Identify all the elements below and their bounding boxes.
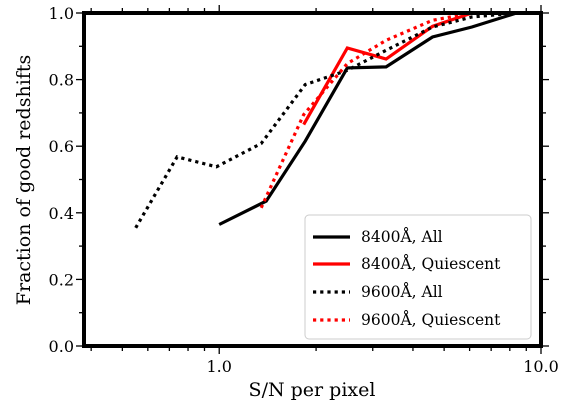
series-layer: [134, 11, 541, 229]
tick-label-layer: 1.0 10.0 0.0 0.2 0.4 0.6 0.8 1.0: [49, 4, 559, 376]
legend-label-8400-all: 8400Å, All: [361, 228, 443, 246]
x-axis-label: S/N per pixel: [249, 379, 376, 401]
legend-box: [304, 214, 532, 340]
legend-label-8400-quiescent: 8400Å, Quiescent: [361, 255, 501, 273]
x-tick-label-1: 10.0: [523, 357, 559, 376]
series-line-0: [218, 11, 541, 226]
legend: 8400Å, All 8400Å, Quiescent 9600Å, All 9…: [304, 214, 532, 340]
legend-label-9600-quiescent: 9600Å, Quiescent: [361, 311, 501, 329]
series-line-1: [302, 11, 473, 126]
y-axis-label: Fraction of good redshifts: [13, 55, 35, 305]
series-line-2: [134, 11, 517, 229]
y-tick-label-2: 0.4: [49, 204, 74, 223]
legend-label-9600-all: 9600Å, All: [361, 283, 443, 301]
y-tick-label-3: 0.6: [49, 137, 74, 156]
x-tick-label-0: 1.0: [206, 357, 231, 376]
y-tick-label-5: 1.0: [49, 4, 74, 23]
plot-frame: [82, 11, 543, 348]
y-tick-label-4: 0.8: [49, 71, 74, 90]
y-tick-label-1: 0.2: [49, 270, 74, 289]
y-tick-label-0: 0.0: [49, 337, 74, 356]
